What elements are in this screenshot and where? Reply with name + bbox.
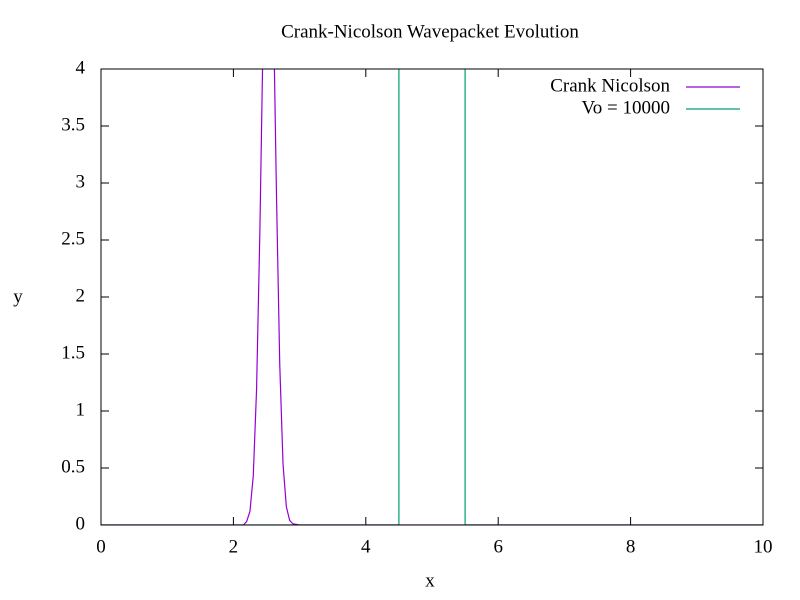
y-tick-label: 3.5 (61, 114, 85, 135)
legend-label: Crank Nicolson (550, 75, 670, 96)
chart-title: Crank-Nicolson Wavepacket Evolution (281, 21, 579, 42)
legend-label: Vo = 10000 (582, 97, 671, 118)
y-tick-label: 2.5 (61, 228, 85, 249)
x-tick-label: 6 (493, 536, 503, 557)
y-tick-label: 3 (76, 171, 86, 192)
y-tick-label: 1.5 (61, 342, 85, 363)
x-axis-label: x (425, 570, 435, 591)
x-tick-label: 8 (626, 536, 636, 557)
y-tick-label: 2 (76, 285, 86, 306)
y-tick-label: 1 (76, 399, 86, 420)
y-axis-label: y (13, 286, 23, 307)
x-tick-label: 10 (754, 536, 773, 557)
x-tick-label: 0 (96, 536, 106, 557)
y-tick-label: 0 (76, 513, 86, 534)
y-tick-label: 0.5 (61, 456, 85, 477)
plot-frame (100, 68, 764, 526)
plot-area (101, 69, 763, 525)
x-tick-label: 2 (229, 536, 239, 557)
x-tick-label: 4 (361, 536, 371, 557)
series-line (101, 69, 763, 525)
y-tick-label: 4 (76, 57, 86, 78)
